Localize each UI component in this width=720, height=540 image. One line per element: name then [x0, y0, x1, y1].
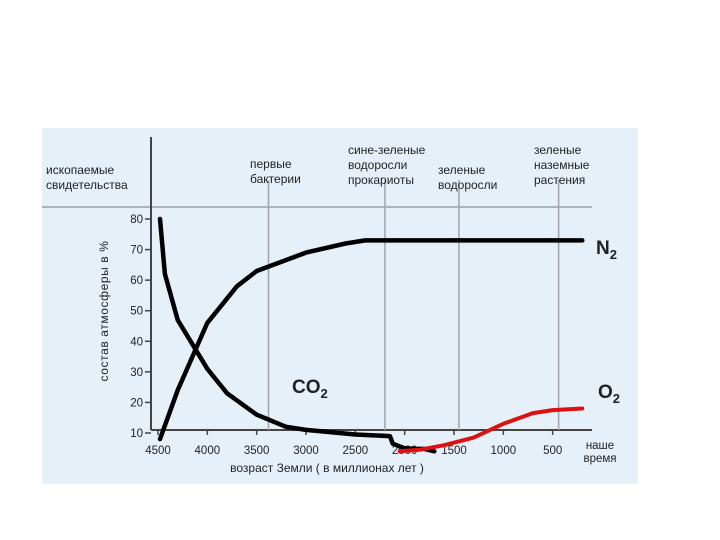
event-label: наземные — [534, 158, 590, 172]
x-tick-label: 1000 — [491, 445, 517, 457]
event-label: водоросли — [438, 178, 497, 192]
event-label: зеленые — [534, 143, 582, 157]
x-end-label: наше — [586, 440, 614, 452]
event-label: водоросли — [348, 158, 407, 172]
x-tick-label: 500 — [543, 445, 562, 457]
y-tick-label: 70 — [130, 245, 143, 257]
y-axis-title: состав атмосферы в % — [97, 241, 111, 382]
event-label: первые — [250, 157, 292, 171]
series-line-n2 — [157, 238, 585, 442]
event-label: бактерии — [250, 172, 301, 186]
y-tick-label: 30 — [130, 367, 143, 379]
event-label: сине-зеленые — [348, 143, 426, 157]
event-label: зеленые — [438, 163, 486, 177]
y-tick-label: 20 — [130, 397, 143, 409]
x-axis-title: возраст Земли ( в миллионах лет ) — [230, 461, 424, 475]
y-tick-label: 80 — [130, 214, 143, 226]
y-tick-label: 50 — [130, 306, 143, 318]
event-label: прокариоты — [348, 173, 414, 187]
x-tick-label: 3000 — [293, 445, 319, 457]
event-label: ископаемые — [46, 163, 114, 177]
x-tick-label: 2500 — [343, 445, 369, 457]
x-tick-label: 3500 — [244, 445, 270, 457]
y-tick-label: 40 — [130, 336, 143, 348]
series-label-o2: O2 — [598, 382, 620, 406]
x-tick-label: 4500 — [145, 445, 171, 457]
y-tick-label: 10 — [130, 428, 143, 440]
series-label-n2: N2 — [596, 238, 617, 262]
event-label: растения — [534, 173, 585, 187]
y-tick-label: 60 — [130, 275, 143, 287]
x-tick-label: 4000 — [195, 445, 221, 457]
chart-panel: 10 20 30 40 50 60 70 80 4500 4000 3500 3000 2500 2000… — [42, 128, 638, 484]
series-line-o2 — [397, 406, 585, 454]
series-label-co2: CO2 — [292, 377, 328, 401]
x-end-label: время — [583, 453, 616, 465]
x-tick-label: 1500 — [441, 445, 467, 457]
event-label: свидетельства — [46, 178, 128, 192]
